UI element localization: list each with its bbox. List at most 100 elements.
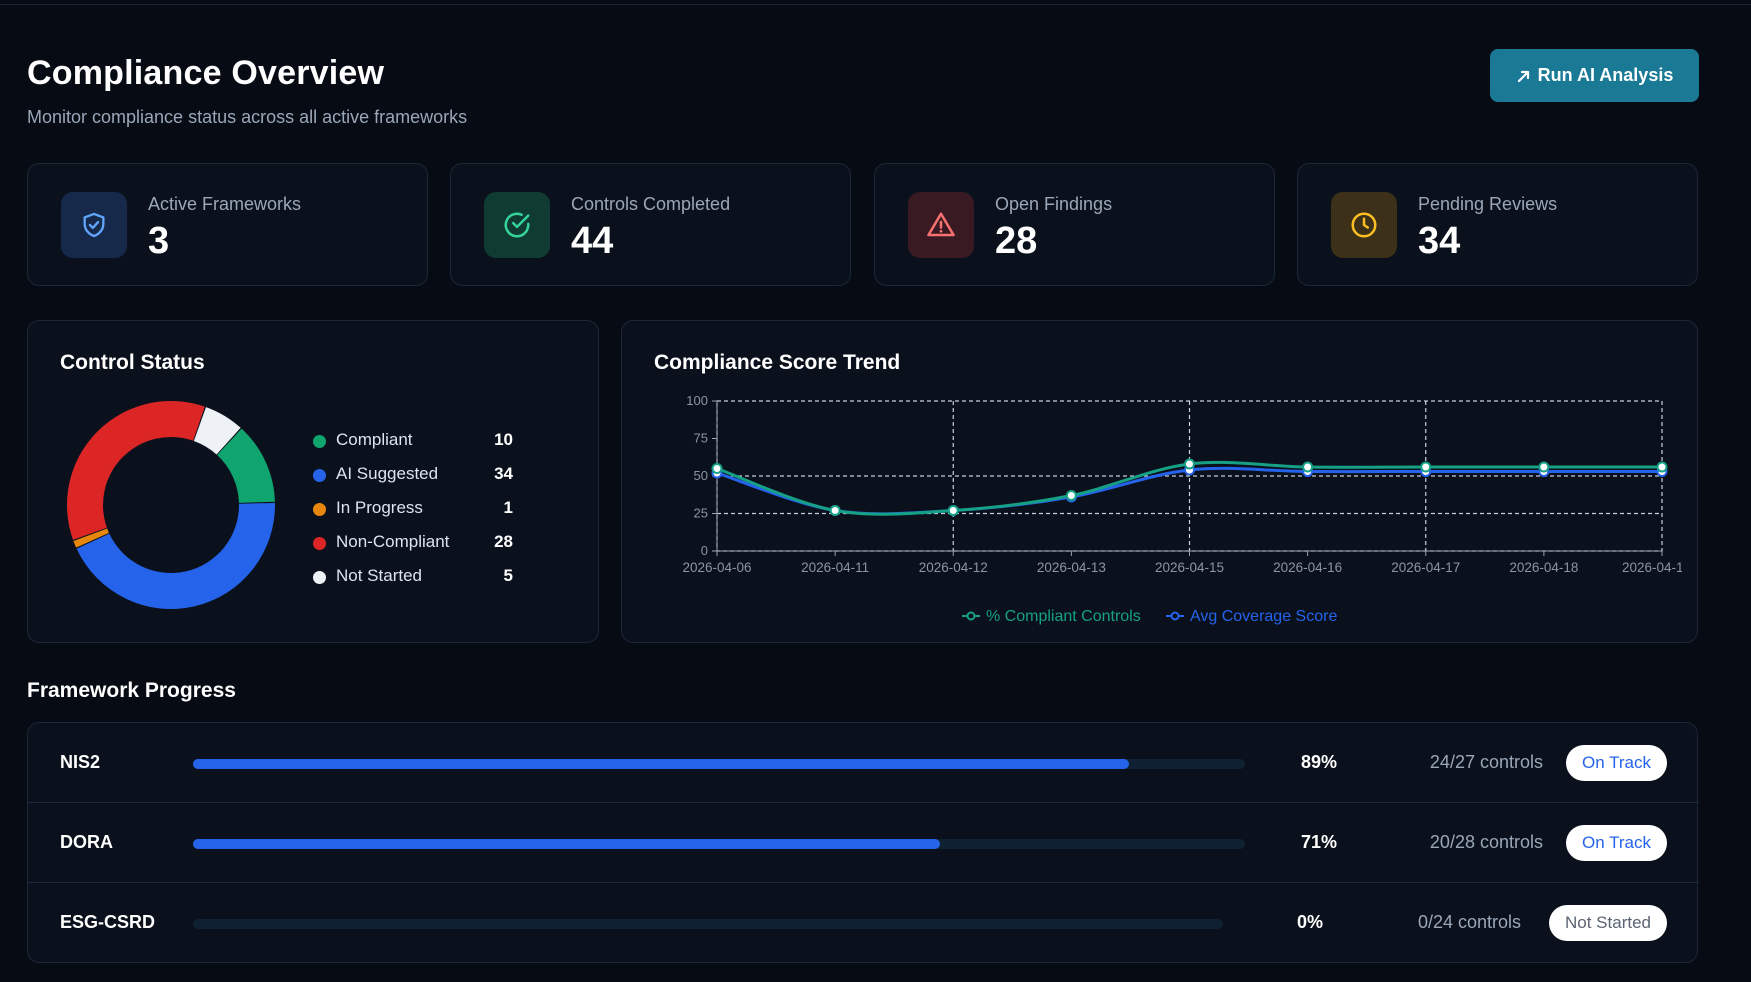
legend-dot [313, 537, 326, 550]
stat-label: Controls Completed [571, 194, 731, 214]
legend-item-in-progress: In Progress 1 [313, 496, 513, 530]
chart-legend-item[interactable]: % Compliant Controls [962, 608, 1141, 625]
page-header: Compliance Overview Monitor compliance s… [27, 54, 467, 128]
y-tick-label: 25 [694, 506, 708, 521]
framework-progress-track [193, 839, 1245, 849]
donut-slice-non-compliant[interactable] [67, 401, 205, 540]
framework-controls-count: 20/28 controls [1429, 832, 1543, 852]
legend-marker [1170, 611, 1180, 621]
stat-icon-box [484, 192, 550, 258]
framework-controls-count: 0/24 controls [1417, 912, 1521, 932]
stat-card-open-findings: Open Findings 28 [874, 163, 1275, 286]
framework-progress-fill [193, 839, 940, 849]
framework-row-dora[interactable]: DORA 71% 20/28 controls On Track [28, 803, 1699, 883]
data-point[interactable] [829, 505, 841, 516]
framework-status-badge: On Track [1566, 825, 1667, 861]
legend-item-non-compliant: Non-Compliant 28 [313, 530, 513, 564]
framework-row-esg-csrd[interactable]: ESG-CSRD 0% 0/24 controls Not Started [28, 883, 1699, 963]
run-ai-analysis-label: Run AI Analysis [1537, 65, 1674, 85]
framework-percent: 89% [1300, 752, 1337, 772]
data-point[interactable] [1656, 461, 1668, 473]
stat-value: 34 [1418, 220, 1461, 262]
stat-icon-box [908, 192, 974, 258]
stat-label: Open Findings [995, 194, 1113, 214]
legend-count: 5 [503, 566, 513, 585]
legend-item-ai-suggested: AI Suggested 34 [313, 462, 513, 496]
compliance-trend-chart: 0 25 50 75 100 2026-04-06 2026-04-11 2026-04-12… [682, 393, 1682, 625]
control-status-panel: Control Status Compliant 10 AI Suggested… [27, 320, 599, 643]
y-tick-label: 0 [701, 543, 708, 558]
framework-percent: 0% [1296, 912, 1323, 932]
x-tick-label: 2026-04-18 [1509, 560, 1578, 575]
stat-icon-box [1331, 192, 1397, 258]
framework-row-nis2[interactable]: NIS2 89% 24/27 controls On Track [28, 723, 1699, 803]
y-tick-label: 75 [694, 431, 708, 446]
legend-dot [313, 435, 326, 448]
donut-slice-ai-suggested[interactable] [76, 502, 275, 610]
page-title: Compliance Overview [27, 54, 385, 92]
framework-progress-panel: NIS2 89% 24/27 controls On Track DORA 71… [27, 722, 1699, 963]
stat-value: 44 [571, 220, 614, 262]
legend-marker [966, 611, 976, 621]
framework-percent: 71% [1300, 832, 1337, 852]
stat-card-pending-reviews: Pending Reviews 34 [1297, 163, 1698, 286]
compliance-trend-title: Compliance Score Trend [654, 351, 901, 374]
framework-controls-count: 24/27 controls [1429, 752, 1543, 772]
compliance-trend-panel: Compliance Score Trend 0 25 50 75 100 2026-04… [621, 320, 1698, 643]
stat-icon-box [61, 192, 127, 258]
legend-label: In Progress [336, 498, 423, 517]
data-point[interactable] [1302, 461, 1314, 473]
legend-label: Compliant [336, 430, 413, 449]
legend-item-compliant: Compliant 10 [313, 428, 513, 462]
control-status-legend: Compliant 10 AI Suggested 34 In Progress… [313, 428, 513, 598]
x-tick-label: 2026-04-16 [1273, 560, 1342, 575]
data-point[interactable] [1065, 490, 1077, 501]
x-tick-label: 2026-04-06 [682, 560, 751, 575]
data-point[interactable] [1538, 461, 1550, 473]
run-ai-analysis-button[interactable]: Run AI Analysis [1490, 49, 1699, 102]
framework-name: NIS2 [60, 752, 101, 772]
legend-count: 28 [494, 532, 513, 551]
framework-progress-title: Framework Progress [27, 679, 236, 702]
data-point[interactable] [1420, 461, 1432, 473]
legend-item-not-started: Not Started 5 [313, 564, 513, 598]
stat-card-controls-completed: Controls Completed 44 [450, 163, 851, 286]
framework-progress-fill [193, 759, 1130, 769]
legend-count: 34 [494, 464, 513, 483]
framework-progress-track [193, 919, 1223, 929]
x-tick-label: 2026-04-11 [801, 560, 869, 575]
circle-check-icon [504, 212, 530, 238]
legend-count: 10 [494, 430, 513, 449]
legend-text: Avg Coverage Score [1190, 608, 1337, 625]
legend-label: Non-Compliant [336, 532, 450, 551]
donut-slice-in-progress[interactable] [73, 528, 109, 548]
chart-legend-item[interactable]: Avg Coverage Score [1166, 608, 1337, 625]
legend-text: % Compliant Controls [986, 608, 1141, 625]
stat-card-active-frameworks: Active Frameworks 3 [27, 163, 428, 286]
donut-slice-not-started[interactable] [193, 407, 241, 455]
x-tick-label: 2026-04-15 [1155, 560, 1224, 575]
control-status-title: Control Status [60, 351, 205, 374]
framework-name: ESG-CSRD [60, 912, 156, 932]
x-tick-label: 2026-04-13 [1037, 560, 1106, 575]
shield-check-icon [83, 212, 105, 238]
y-tick-label: 100 [686, 393, 708, 408]
control-status-donut [67, 401, 275, 610]
legend-label: AI Suggested [336, 464, 439, 483]
x-tick-label: 2026-04-12 [919, 560, 988, 575]
framework-status-badge: On Track [1566, 745, 1667, 781]
legend-label: Not Started [336, 566, 422, 585]
stat-label: Pending Reviews [1418, 194, 1558, 214]
data-point[interactable] [1184, 458, 1195, 470]
stat-value: 3 [148, 220, 170, 262]
donut-slice-compliant[interactable] [217, 428, 275, 503]
warning-triangle-icon [927, 212, 955, 237]
top-divider [0, 4, 1751, 5]
legend-dot [313, 469, 326, 482]
trend-arrow-icon [1517, 70, 1529, 82]
stat-value: 28 [995, 220, 1038, 262]
x-tick-label: 2026-04-17 [1391, 560, 1460, 575]
legend-count: 1 [503, 498, 513, 517]
data-point[interactable] [711, 463, 723, 474]
data-point[interactable] [947, 505, 959, 516]
